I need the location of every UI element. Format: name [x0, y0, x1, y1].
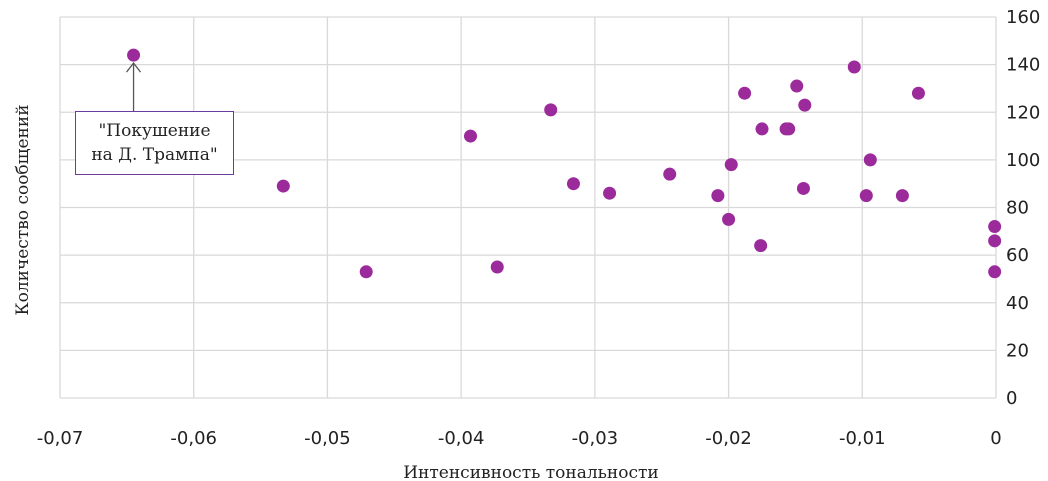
data-point	[464, 129, 478, 143]
annotation-arrow-head	[126, 62, 142, 73]
data-point	[724, 158, 738, 172]
x-axis-ticks: -0,07 -0,06 -0,05 -0,04 -0,03 -0,02 -0,01 0	[37, 428, 1002, 449]
data-point	[863, 153, 877, 167]
data-point	[859, 189, 873, 203]
data-point	[755, 122, 769, 136]
x-tick-label: -0,06	[170, 428, 217, 449]
data-point	[603, 186, 617, 200]
data-point	[359, 265, 373, 279]
data-point	[722, 212, 736, 226]
x-tick-label: 0	[990, 428, 1001, 449]
data-point	[738, 86, 752, 100]
data-point	[988, 265, 1002, 279]
y-tick-label: 0	[1006, 388, 1017, 409]
y-tick-label: 60	[1006, 245, 1029, 266]
grid	[59, 16, 997, 399]
data-point	[847, 60, 861, 74]
data-point	[663, 167, 677, 181]
data-point	[276, 179, 290, 193]
data-point	[911, 86, 925, 100]
y-tick-label: 140	[1006, 55, 1040, 76]
x-tick-label: -0,04	[438, 428, 485, 449]
data-point	[798, 98, 812, 112]
data-point	[490, 260, 504, 274]
x-tick-label: -0,01	[839, 428, 886, 449]
y-tick-label: 160	[1006, 7, 1040, 28]
y-tick-label: 100	[1006, 150, 1040, 171]
data-point	[544, 103, 558, 117]
data-points	[127, 48, 1002, 279]
data-point	[127, 48, 141, 62]
y-tick-label: 80	[1006, 198, 1029, 219]
annotation-arrow	[126, 62, 142, 111]
x-tick-label: -0,02	[705, 428, 752, 449]
data-point	[988, 234, 1002, 248]
data-point	[754, 239, 768, 253]
y-tick-label: 120	[1006, 102, 1040, 123]
x-axis-title: Интенсивность тональности	[403, 463, 659, 481]
x-tick-label: -0,03	[572, 428, 619, 449]
data-point	[988, 220, 1002, 234]
x-tick-label: -0,07	[37, 428, 84, 449]
annotation-callout: "Покушение на Д. Трампа"	[75, 111, 234, 175]
data-point	[711, 189, 725, 203]
data-point	[895, 189, 909, 203]
data-point	[782, 122, 796, 136]
y-axis-ticks: 0 20 40 60 80 100 120 140 160	[1006, 7, 1040, 409]
data-point	[796, 181, 810, 195]
y-tick-label: 20	[1006, 340, 1029, 361]
data-point	[566, 177, 580, 191]
x-tick-label: -0,05	[304, 428, 351, 449]
y-tick-label: 40	[1006, 293, 1029, 314]
y-axis-title: Количество сообщений	[13, 104, 33, 315]
data-point	[790, 79, 804, 93]
